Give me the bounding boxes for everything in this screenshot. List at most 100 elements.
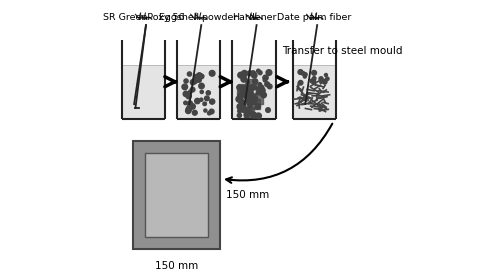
Point [320, 79, 328, 84]
Point [240, 103, 248, 108]
Point [238, 87, 246, 92]
Point [248, 111, 256, 115]
Point [186, 101, 194, 105]
Point [254, 69, 262, 73]
Point [184, 94, 192, 98]
Text: 150 mm: 150 mm [226, 190, 270, 200]
Point [181, 85, 189, 89]
Text: Transfer to steel mould: Transfer to steel mould [282, 46, 402, 57]
Text: 150 mm: 150 mm [154, 261, 198, 271]
Text: Eggshell powder: Eggshell powder [160, 13, 238, 22]
Point [262, 76, 270, 80]
Point [194, 99, 202, 103]
Point [317, 80, 325, 84]
Point [299, 71, 307, 76]
Text: Hardener: Hardener [232, 13, 276, 22]
Point [191, 111, 199, 115]
Point [296, 81, 304, 85]
Point [260, 93, 268, 97]
Point [242, 90, 250, 94]
Point [186, 90, 194, 94]
Point [264, 108, 272, 112]
Point [242, 94, 250, 99]
Point [203, 96, 211, 100]
Bar [122, 65, 164, 118]
Point [251, 86, 259, 90]
Point [236, 105, 244, 109]
Point [186, 105, 194, 109]
Point [250, 73, 258, 78]
Bar [233, 65, 275, 118]
Point [240, 87, 248, 91]
Point [208, 99, 216, 104]
Point [198, 74, 206, 78]
Point [198, 74, 205, 79]
Point [244, 109, 252, 114]
Point [240, 71, 248, 76]
Point [246, 103, 254, 108]
Point [265, 70, 273, 75]
Point [245, 110, 253, 114]
Point [310, 76, 318, 81]
Point [196, 73, 203, 78]
Point [202, 108, 209, 113]
Point [258, 88, 266, 93]
Point [184, 107, 192, 112]
Point [256, 70, 264, 75]
Point [239, 87, 247, 91]
Point [251, 79, 259, 84]
Point [302, 72, 310, 77]
Point [241, 73, 249, 77]
Text: Date palm fiber: Date palm fiber [278, 13, 351, 22]
Point [266, 84, 274, 89]
Point [195, 78, 203, 82]
Point [182, 79, 190, 83]
Point [204, 91, 212, 95]
Point [240, 77, 248, 81]
Point [244, 86, 252, 90]
Point [188, 104, 196, 109]
Point [255, 90, 263, 94]
Point [244, 99, 252, 103]
Point [238, 88, 246, 92]
Point [263, 82, 271, 87]
Point [238, 72, 246, 76]
Point [243, 113, 251, 117]
Bar [133, 141, 220, 249]
Point [192, 75, 200, 79]
Point [246, 71, 254, 76]
Point [245, 88, 253, 93]
Point [238, 100, 246, 104]
Bar [144, 153, 208, 237]
Point [236, 73, 244, 77]
Point [254, 96, 262, 101]
Point [322, 73, 330, 77]
Point [251, 97, 259, 101]
Point [208, 109, 216, 114]
Point [186, 72, 194, 76]
Point [248, 85, 256, 89]
Point [321, 80, 329, 84]
Point [256, 82, 264, 87]
Point [236, 113, 244, 118]
Point [240, 107, 248, 112]
Point [182, 101, 190, 105]
Point [208, 71, 216, 76]
Point [238, 93, 246, 97]
Point [235, 97, 243, 101]
Point [191, 79, 199, 83]
Point [200, 102, 208, 106]
Point [247, 87, 255, 91]
Point [206, 111, 214, 115]
Point [251, 102, 259, 107]
Point [296, 70, 304, 74]
Point [254, 105, 262, 109]
Point [198, 97, 205, 102]
Point [246, 101, 254, 106]
Bar [294, 65, 336, 118]
Point [310, 79, 318, 84]
Point [185, 106, 193, 111]
Point [249, 71, 257, 75]
Point [257, 86, 265, 90]
Point [324, 76, 332, 81]
